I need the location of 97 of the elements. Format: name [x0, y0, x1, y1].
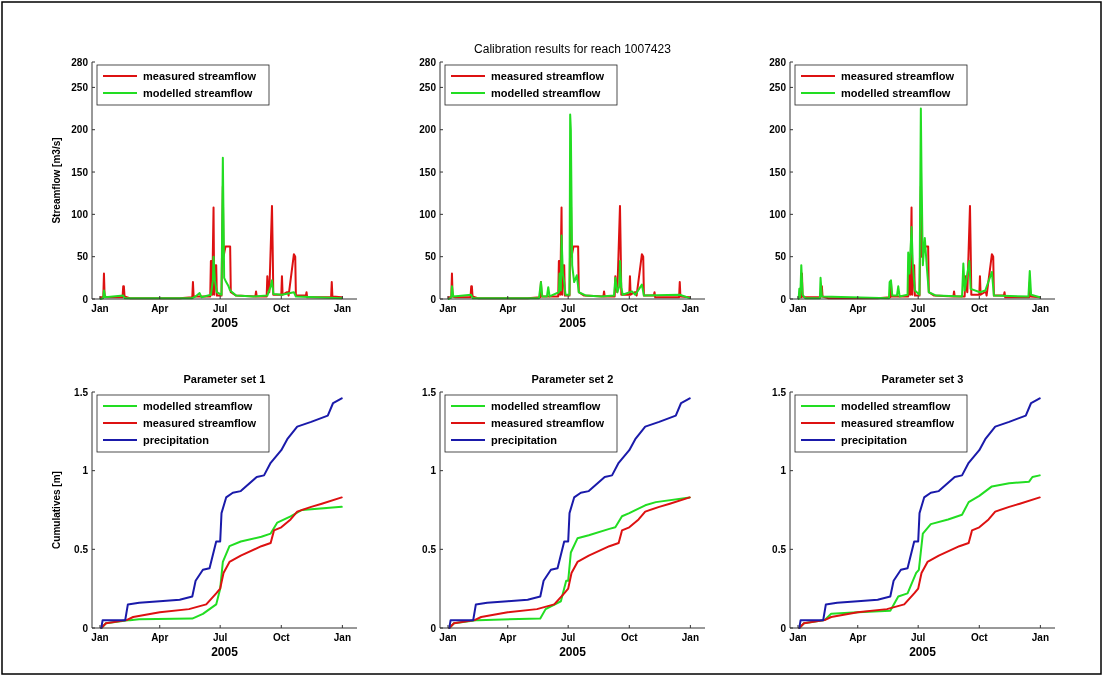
x-tick-label: Jan: [333, 303, 352, 314]
y-tick-label: 50: [76, 251, 89, 263]
y-tick-label: 50: [774, 251, 787, 263]
legend-label: modelled streamflow: [841, 87, 951, 99]
legend-label: measured streamflow: [841, 417, 955, 429]
y-tick-label: 0: [780, 293, 787, 305]
y-tick-label: 0: [82, 293, 89, 305]
x-axis-title: 2005: [559, 645, 587, 659]
x-tick-label: Jul: [910, 632, 926, 643]
y-tick-label: 150: [769, 166, 787, 178]
legend-label: modelled streamflow: [841, 400, 951, 412]
y-tick-label: 1: [430, 465, 437, 477]
x-axis-title: 2005: [909, 316, 937, 330]
x-tick-label: Oct: [272, 632, 291, 643]
x-tick-label: Jul: [560, 632, 576, 643]
x-tick-label: Oct: [970, 632, 989, 643]
y-tick-label: 250: [71, 81, 89, 93]
y-tick-label: 150: [71, 166, 89, 178]
x-axis-title: 2005: [211, 645, 239, 659]
y-tick-label: 1.5: [422, 386, 437, 398]
y-tick-label: 250: [769, 81, 787, 93]
line-series: [448, 496, 691, 629]
legend-label: measured streamflow: [143, 70, 257, 82]
legend-label: measured streamflow: [143, 417, 257, 429]
line-series: [99, 156, 343, 300]
legend-label: modelled streamflow: [491, 400, 601, 412]
x-tick-label: Jan: [1031, 303, 1050, 314]
x-tick-label: Apr: [151, 303, 169, 314]
legend-label: modelled streamflow: [143, 400, 253, 412]
y-tick-label: 150: [419, 166, 437, 178]
line-series: [797, 107, 1041, 300]
x-tick-label: Jan: [789, 632, 807, 643]
line-series: [448, 397, 691, 629]
y-tick-label: 200: [769, 124, 787, 136]
x-axis-title: 2005: [211, 316, 239, 330]
y-tick-label: 100: [419, 208, 437, 220]
legend-label: measured streamflow: [491, 70, 605, 82]
legend-label: measured streamflow: [841, 70, 955, 82]
x-tick-label: Jan: [91, 303, 109, 314]
x-tick-label: Jan: [681, 632, 700, 643]
x-tick-label: Jan: [91, 632, 109, 643]
x-tick-label: Oct: [620, 632, 639, 643]
y-axis-title: Cumulatives [m]: [51, 471, 62, 549]
x-tick-label: Jul: [212, 632, 228, 643]
chart-title: Parameter set 1: [183, 373, 266, 385]
y-axis-title: Streamflow [m3/s]: [51, 137, 62, 224]
y-tick-label: 0.5: [772, 543, 787, 555]
x-tick-label: Apr: [849, 632, 867, 643]
x-axis-title: 2005: [909, 645, 937, 659]
legend-label: precipitation: [841, 434, 908, 446]
line-series: [100, 397, 343, 629]
y-tick-label: 0.5: [74, 543, 89, 555]
x-tick-label: Jan: [439, 303, 457, 314]
x-tick-label: Jul: [560, 303, 576, 314]
legend-label: measured streamflow: [491, 417, 605, 429]
y-tick-label: 0: [82, 622, 89, 634]
y-tick-label: 1.5: [74, 386, 89, 398]
y-tick-label: 250: [419, 81, 437, 93]
x-tick-label: Jan: [789, 303, 807, 314]
chart-title: Parameter set 2: [531, 373, 614, 385]
legend-label: modelled streamflow: [491, 87, 601, 99]
line-series: [447, 113, 691, 300]
y-tick-label: 1: [82, 465, 89, 477]
y-tick-label: 0: [430, 293, 437, 305]
x-tick-label: Apr: [499, 632, 517, 643]
x-tick-label: Jan: [333, 632, 352, 643]
x-tick-label: Jul: [212, 303, 228, 314]
y-tick-label: 0: [430, 622, 437, 634]
y-tick-label: 50: [424, 251, 437, 263]
y-tick-label: 100: [71, 208, 89, 220]
y-tick-label: 1.5: [772, 386, 787, 398]
y-tick-label: 280: [769, 56, 787, 68]
legend-label: modelled streamflow: [143, 87, 253, 99]
chart-title: Calibration results for reach 1007423: [474, 42, 672, 56]
x-axis-title: 2005: [559, 316, 587, 330]
x-tick-label: Jan: [681, 303, 700, 314]
chart-title: Parameter set 3: [881, 373, 964, 385]
y-tick-label: 0.5: [422, 543, 437, 555]
line-series: [798, 397, 1041, 629]
x-tick-label: Oct: [620, 303, 639, 314]
y-tick-label: 200: [419, 124, 437, 136]
legend-label: precipitation: [143, 434, 210, 446]
x-tick-label: Apr: [151, 632, 169, 643]
legend-label: precipitation: [491, 434, 558, 446]
x-tick-label: Jan: [439, 632, 457, 643]
x-tick-label: Oct: [970, 303, 989, 314]
y-tick-label: 0: [780, 622, 787, 634]
y-tick-label: 100: [769, 208, 787, 220]
y-tick-label: 280: [419, 56, 437, 68]
y-tick-label: 200: [71, 124, 89, 136]
y-tick-label: 1: [780, 465, 787, 477]
y-tick-label: 280: [71, 56, 89, 68]
x-tick-label: Apr: [849, 303, 867, 314]
x-tick-label: Oct: [272, 303, 291, 314]
x-tick-label: Jan: [1031, 632, 1050, 643]
x-tick-label: Jul: [910, 303, 926, 314]
x-tick-label: Apr: [499, 303, 517, 314]
